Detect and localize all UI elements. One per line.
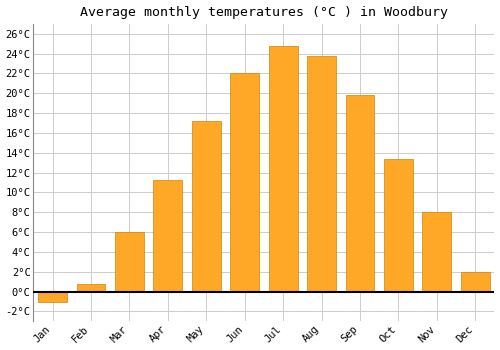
Bar — [192, 121, 220, 292]
Bar — [346, 95, 374, 292]
Bar — [307, 56, 336, 292]
Bar — [384, 159, 413, 292]
Bar — [268, 46, 298, 292]
Bar — [115, 232, 144, 292]
Bar — [76, 284, 106, 292]
Bar — [38, 292, 67, 301]
Bar — [461, 272, 490, 292]
Bar — [422, 212, 451, 292]
Bar — [230, 74, 259, 292]
Bar — [154, 180, 182, 292]
Title: Average monthly temperatures (°C ) in Woodbury: Average monthly temperatures (°C ) in Wo… — [80, 6, 448, 19]
